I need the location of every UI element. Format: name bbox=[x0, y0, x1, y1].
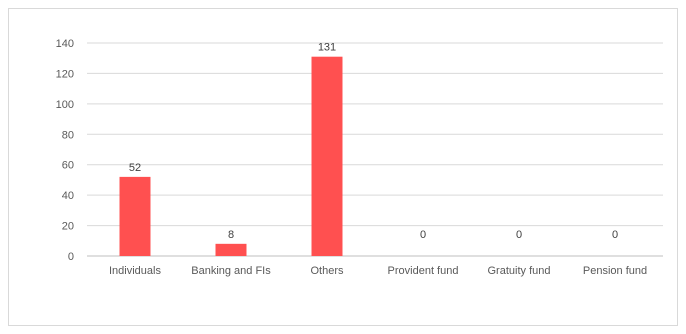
bar[interactable] bbox=[311, 56, 343, 256]
x-tick-label: Pension fund bbox=[583, 265, 647, 277]
y-tick-label: 140 bbox=[56, 38, 74, 50]
y-tick-label: 100 bbox=[56, 99, 74, 111]
x-tick-label: Provident fund bbox=[388, 265, 459, 277]
bar[interactable] bbox=[215, 243, 247, 256]
y-tick-label: 80 bbox=[62, 129, 74, 141]
data-label: 0 bbox=[612, 229, 618, 241]
data-label: 52 bbox=[129, 162, 141, 174]
x-tick-label: Banking and FIs bbox=[191, 265, 271, 277]
data-label: 0 bbox=[516, 229, 522, 241]
x-tick-label: Gratuity fund bbox=[488, 265, 551, 277]
y-tick-label: 60 bbox=[62, 160, 74, 172]
x-tick-label: Individuals bbox=[109, 265, 161, 277]
bar[interactable] bbox=[119, 176, 151, 256]
data-label: 131 bbox=[318, 42, 336, 54]
y-tick-label: 40 bbox=[62, 190, 74, 202]
data-label: 8 bbox=[228, 229, 234, 241]
x-tick-label: Others bbox=[310, 265, 344, 277]
data-label: 0 bbox=[420, 229, 426, 241]
y-tick-label: 0 bbox=[68, 251, 74, 263]
chart-frame bbox=[8, 8, 678, 326]
y-tick-label: 20 bbox=[62, 221, 74, 233]
y-tick-label: 120 bbox=[56, 68, 74, 80]
